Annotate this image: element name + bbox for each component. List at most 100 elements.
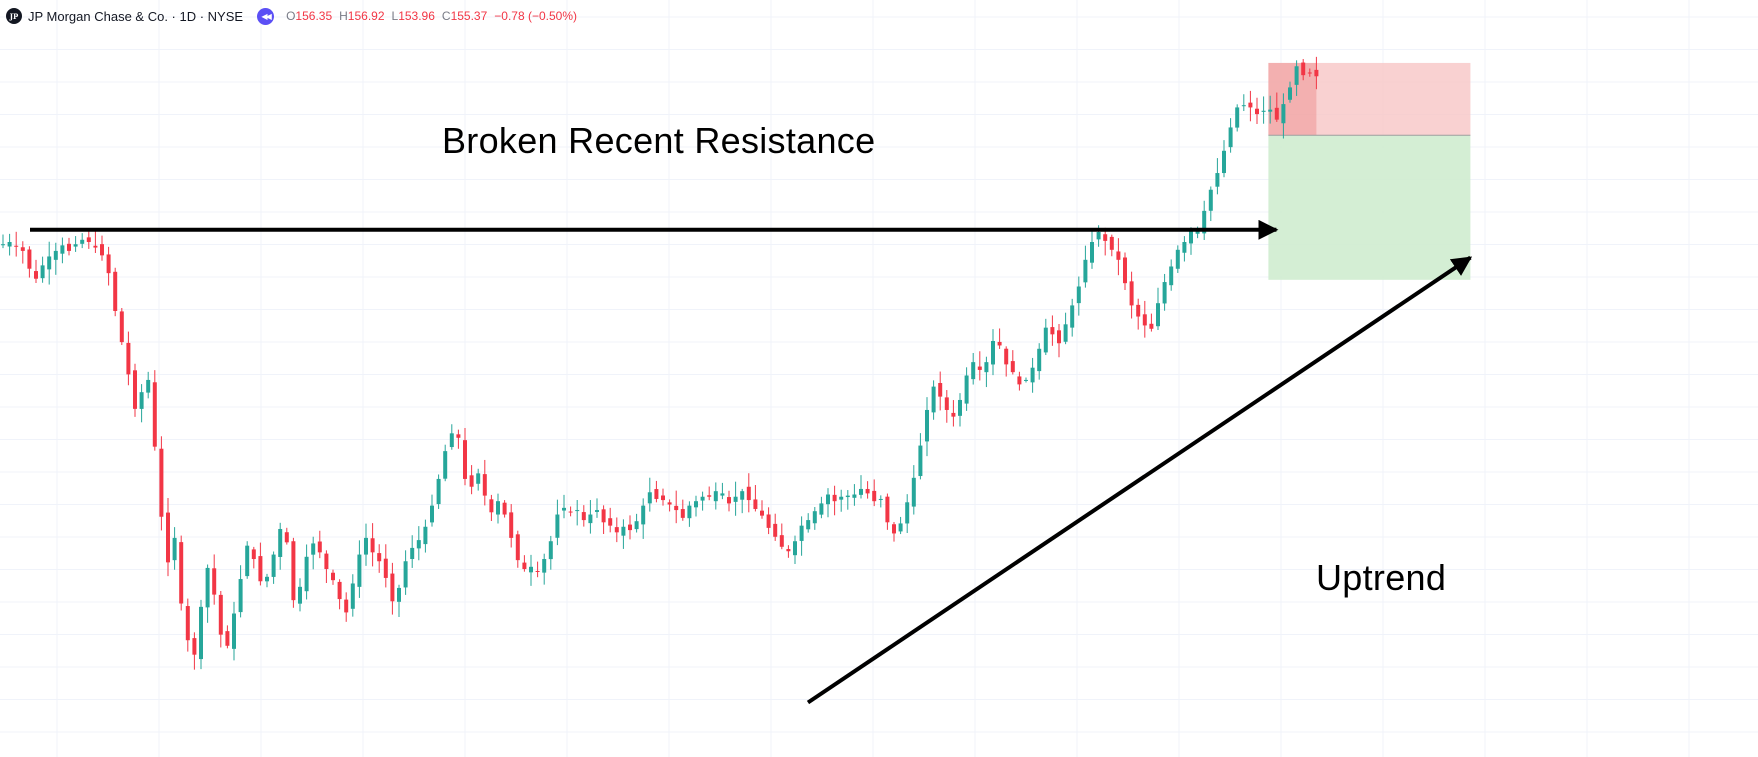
annotation-uptrend[interactable]: Uptrend: [1316, 557, 1447, 598]
candle: [482, 459, 487, 506]
candle: [1149, 313, 1154, 332]
candle: [350, 574, 355, 617]
candle: [522, 555, 527, 572]
candle: [1314, 56, 1319, 90]
candle: [139, 384, 144, 423]
candle: [588, 500, 593, 534]
candle: [529, 554, 533, 586]
candle: [469, 465, 474, 495]
candle: [1162, 273, 1167, 311]
candle: [67, 237, 71, 256]
candle: [977, 351, 982, 381]
candle: [14, 231, 19, 257]
candle: [1116, 238, 1121, 276]
candle: [370, 523, 375, 567]
close-value: C155.37: [441, 9, 488, 23]
chart-legend-header: JP JP Morgan Chase & Co. · 1D · NYSE ◀◀ …: [6, 7, 584, 25]
candle: [344, 592, 349, 622]
candle: [1103, 227, 1108, 256]
candle: [773, 513, 778, 541]
annotation-broken-resistance[interactable]: Broken Recent Resistance: [442, 120, 876, 161]
candlestick-series: [1, 56, 1319, 670]
take-profit-zone[interactable]: [1268, 135, 1471, 280]
candle: [113, 267, 118, 317]
candle: [1235, 104, 1240, 132]
candle: [971, 352, 976, 385]
candle: [166, 497, 170, 577]
candle: [1268, 95, 1273, 124]
candle: [502, 500, 507, 518]
candle: [1288, 81, 1292, 103]
candle: [720, 482, 725, 500]
candle: [608, 507, 613, 533]
candle: [680, 499, 685, 521]
candle: [826, 488, 830, 518]
candle: [205, 564, 210, 623]
candle: [727, 490, 731, 512]
position-zones[interactable]: [1268, 62, 1471, 280]
candle: [496, 493, 500, 524]
candle: [878, 495, 883, 508]
replay-icon[interactable]: ◀◀: [257, 7, 275, 25]
candle: [53, 242, 58, 275]
candle: [377, 544, 382, 573]
candle: [133, 363, 137, 417]
candle: [390, 562, 395, 615]
annotation-lines[interactable]: [30, 219, 1473, 705]
candle: [410, 535, 415, 568]
candle: [357, 540, 362, 598]
candle: [621, 519, 626, 549]
candle: [700, 491, 705, 511]
high-value: H156.92: [339, 9, 385, 23]
candle: [1010, 350, 1015, 375]
candle: [1017, 371, 1022, 391]
change-value: −0.78 (−0.50%): [494, 9, 577, 23]
candle: [225, 625, 230, 649]
candle: [119, 307, 124, 345]
candle: [694, 495, 698, 517]
candle: [40, 256, 45, 283]
candle: [753, 485, 758, 512]
candle: [839, 489, 844, 512]
uptrend-arrow[interactable]: [806, 255, 1473, 705]
candle: [86, 230, 91, 249]
candle: [106, 246, 111, 286]
candle: [562, 494, 566, 519]
candle: [449, 424, 454, 450]
candle: [27, 246, 32, 278]
candle: [1136, 298, 1141, 330]
candle: [812, 507, 817, 530]
candle: [1208, 186, 1213, 222]
candle: [1307, 68, 1312, 77]
candle: [489, 494, 494, 521]
candle: [1222, 140, 1226, 178]
candle: [601, 505, 606, 535]
candle: [456, 429, 461, 449]
candle: [806, 513, 811, 533]
symbol-title[interactable]: JP Morgan Chase & Co. · 1D · NYSE: [28, 8, 244, 24]
candle: [786, 545, 791, 558]
low-value: L153.96: [391, 9, 435, 23]
candle: [271, 551, 276, 584]
stop-loss-zone-active: [1268, 62, 1317, 136]
candle: [1215, 158, 1220, 195]
candle: [958, 393, 962, 427]
candle: [832, 485, 837, 516]
candle: [575, 500, 580, 526]
candle: [661, 488, 665, 506]
candle: [984, 356, 989, 388]
candle: [251, 546, 256, 569]
candle: [291, 537, 296, 608]
candle: [126, 331, 131, 386]
candle: [793, 535, 797, 565]
candle: [905, 494, 910, 534]
candle: [324, 550, 329, 584]
candle: [931, 380, 936, 420]
candle: [317, 530, 322, 559]
candle: [80, 233, 85, 249]
candle: [641, 498, 646, 539]
candle: [152, 370, 157, 451]
candle: [1169, 259, 1174, 291]
candle: [595, 498, 599, 518]
